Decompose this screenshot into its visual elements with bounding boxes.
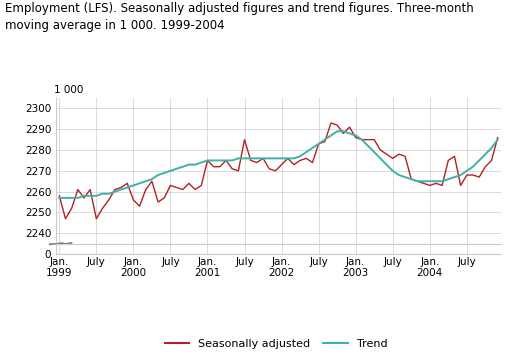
Trend xyxy=(359,138,365,142)
Trend xyxy=(334,129,340,134)
Trend xyxy=(56,196,62,200)
Seasonally adjusted xyxy=(62,217,68,221)
Trend xyxy=(118,187,124,192)
Text: 1 000: 1 000 xyxy=(54,85,83,95)
Line: Trend: Trend xyxy=(59,131,498,198)
Text: Employment (LFS). Seasonally adjusted figures and trend figures. Three-month
mov: Employment (LFS). Seasonally adjusted fi… xyxy=(5,2,474,32)
Trend xyxy=(161,171,167,175)
Seasonally adjusted xyxy=(56,193,62,198)
Seasonally adjusted xyxy=(211,164,217,169)
Trend xyxy=(303,150,309,154)
Trend xyxy=(340,129,346,134)
Seasonally adjusted xyxy=(470,173,476,177)
Seasonally adjusted xyxy=(495,135,501,140)
Legend: Seasonally adjusted, Trend: Seasonally adjusted, Trend xyxy=(160,335,392,354)
Seasonally adjusted xyxy=(365,138,371,142)
Seasonally adjusted xyxy=(328,121,334,125)
Line: Seasonally adjusted: Seasonally adjusted xyxy=(59,123,498,219)
Seasonally adjusted xyxy=(124,181,130,185)
Seasonally adjusted xyxy=(346,125,353,129)
Trend xyxy=(204,158,211,163)
Seasonally adjusted xyxy=(309,160,315,165)
Trend xyxy=(495,138,501,142)
